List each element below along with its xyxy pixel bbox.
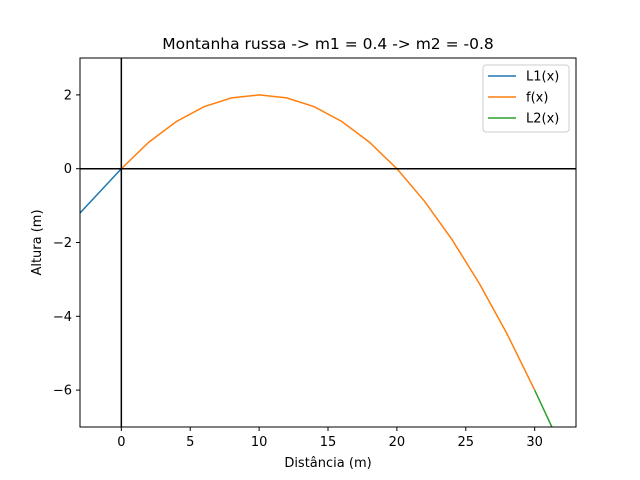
plot-clip-group <box>80 58 576 427</box>
x-tick-label: 0 <box>117 435 125 450</box>
y-tick-label: −2 <box>53 236 72 251</box>
legend-box <box>482 64 570 133</box>
axis-ticks: 0 5 10 15 20 25 30 −6 −4 −2 0 2 <box>53 88 543 450</box>
x-tick-label: 20 <box>389 435 406 450</box>
y-tick-label: 2 <box>64 88 72 103</box>
x-tick-label: 30 <box>526 435 543 450</box>
chart-title: Montanha russa -> m1 = 0.4 -> m2 = -0.8 <box>162 35 494 53</box>
legend: L1(x) f(x) L2(x) <box>482 64 570 133</box>
y-axis-label: Altura (m) <box>30 209 45 275</box>
series-line-0 <box>80 168 122 214</box>
x-tick-label: 10 <box>251 435 268 450</box>
y-tick-label: −6 <box>53 384 72 399</box>
plot-area <box>80 58 576 427</box>
series-line-2 <box>533 389 553 427</box>
x-tick-label: 15 <box>320 435 337 450</box>
legend-label: L2(x) <box>526 112 559 127</box>
legend-label: f(x) <box>526 91 548 106</box>
x-tick-label: 25 <box>458 435 475 450</box>
y-tick-label: −4 <box>53 310 72 325</box>
x-tick-label: 5 <box>186 435 194 450</box>
series-line-1 <box>120 94 536 391</box>
x-axis-label: Distância (m) <box>284 456 371 471</box>
legend-label: L1(x) <box>526 70 559 85</box>
y-tick-label: 0 <box>64 162 72 177</box>
